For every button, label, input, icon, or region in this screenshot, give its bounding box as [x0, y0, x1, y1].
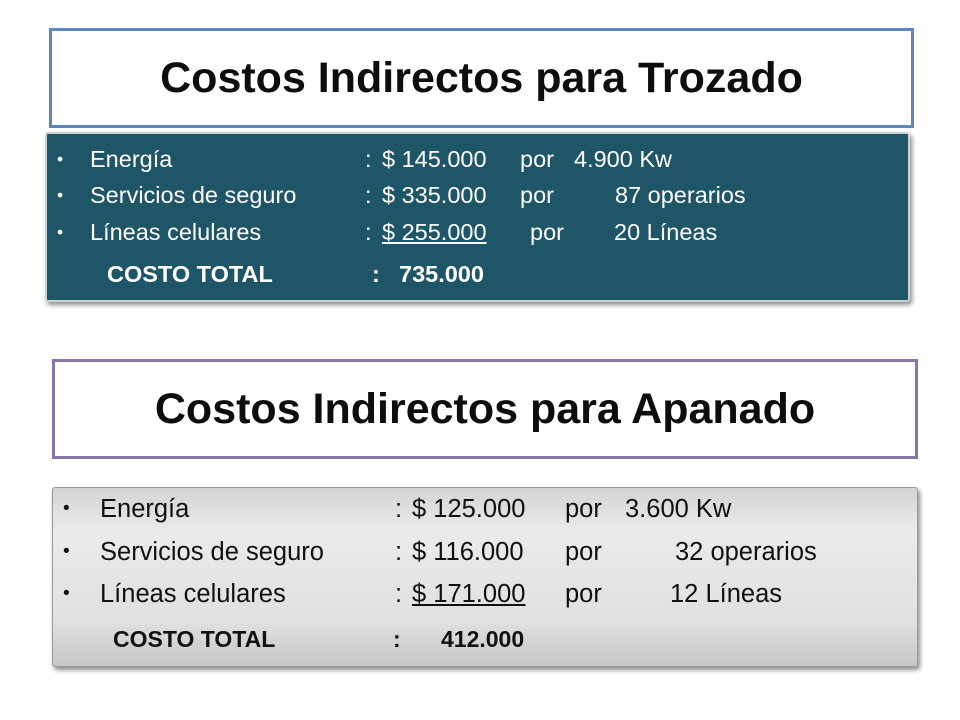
item-por: por: [530, 219, 564, 245]
item-amount: $ 116.000: [412, 538, 524, 566]
item-label: Líneas celulares: [90, 219, 262, 245]
item-amount: $ 145.000: [382, 146, 487, 172]
bullet-icon: •: [57, 185, 64, 205]
item-por: por: [565, 580, 602, 608]
item-separator: :: [365, 146, 372, 172]
total-value: 412.000: [441, 626, 525, 652]
item-quantity: 20 Líneas: [614, 219, 718, 245]
item-quantity: 87 operarios: [615, 182, 746, 208]
total-label: COSTO TOTAL: [113, 626, 276, 652]
item-separator: :: [365, 219, 372, 245]
bullet-icon: •: [57, 222, 64, 242]
item-quantity: 3.600 Kw: [625, 495, 732, 523]
item-separator: :: [395, 538, 403, 566]
item-separator: :: [395, 495, 403, 523]
item-amount: $ 335.000: [382, 182, 487, 208]
trozado-cost-panel: • Energía : $ 145.000 por 4.900 Kw • Ser…: [45, 132, 910, 302]
trozado-title: Costos Indirectos para Trozado: [160, 53, 803, 102]
item-por: por: [520, 146, 554, 172]
item-amount: $ 171.000: [412, 580, 526, 608]
item-separator: :: [365, 182, 372, 208]
bullet-icon: •: [57, 149, 64, 169]
item-quantity: 12 Líneas: [670, 580, 783, 608]
list-item: • Servicios de seguro : $ 335.000 por 87…: [47, 175, 908, 215]
bullet-icon: •: [63, 541, 70, 562]
item-separator: :: [395, 580, 403, 608]
item-amount: $ 255.000: [382, 219, 487, 245]
total-label: COSTO TOTAL: [107, 261, 273, 287]
bullet-icon: •: [63, 583, 70, 604]
total-separator: :: [393, 626, 401, 652]
apanado-title: Costos Indirectos para Apanado: [154, 384, 816, 433]
item-label: Servicios de seguro: [90, 182, 297, 208]
total-separator: :: [372, 261, 380, 287]
item-amount: $ 125.000: [412, 495, 526, 523]
cost-total-row: COSTO TOTAL : 412.000: [53, 619, 917, 659]
list-item: • Líneas celulares : $ 171.000 por 12 Lí…: [53, 574, 917, 614]
list-item: • Energía : $ 125.000 por 3.600 Kw: [53, 489, 917, 529]
item-quantity: 4.900 Kw: [574, 146, 672, 172]
list-item: • Líneas celulares : $ 255.000 por 20 Lí…: [47, 212, 908, 252]
total-value: 735.000: [399, 261, 484, 287]
item-por: por: [520, 182, 554, 208]
apanado-title-box: Costos Indirectos para Apanado: [52, 359, 918, 459]
item-por: por: [565, 538, 602, 566]
apanado-cost-panel: • Energía : $ 125.000 por 3.600 Kw • Ser…: [52, 487, 918, 667]
list-item: • Servicios de seguro : $ 116.000 por 32…: [53, 532, 917, 572]
bullet-icon: •: [63, 498, 70, 519]
list-item: • Energía : $ 145.000 por 4.900 Kw: [47, 139, 908, 179]
item-por: por: [565, 495, 602, 523]
item-label: Energía: [100, 495, 190, 523]
cost-total-row: COSTO TOTAL : 735.000: [47, 254, 908, 294]
item-label: Líneas celulares: [100, 580, 286, 608]
item-label: Energía: [90, 146, 173, 172]
item-quantity: 32 operarios: [675, 538, 817, 566]
item-label: Servicios de seguro: [100, 538, 324, 566]
trozado-title-box: Costos Indirectos para Trozado: [49, 28, 914, 128]
